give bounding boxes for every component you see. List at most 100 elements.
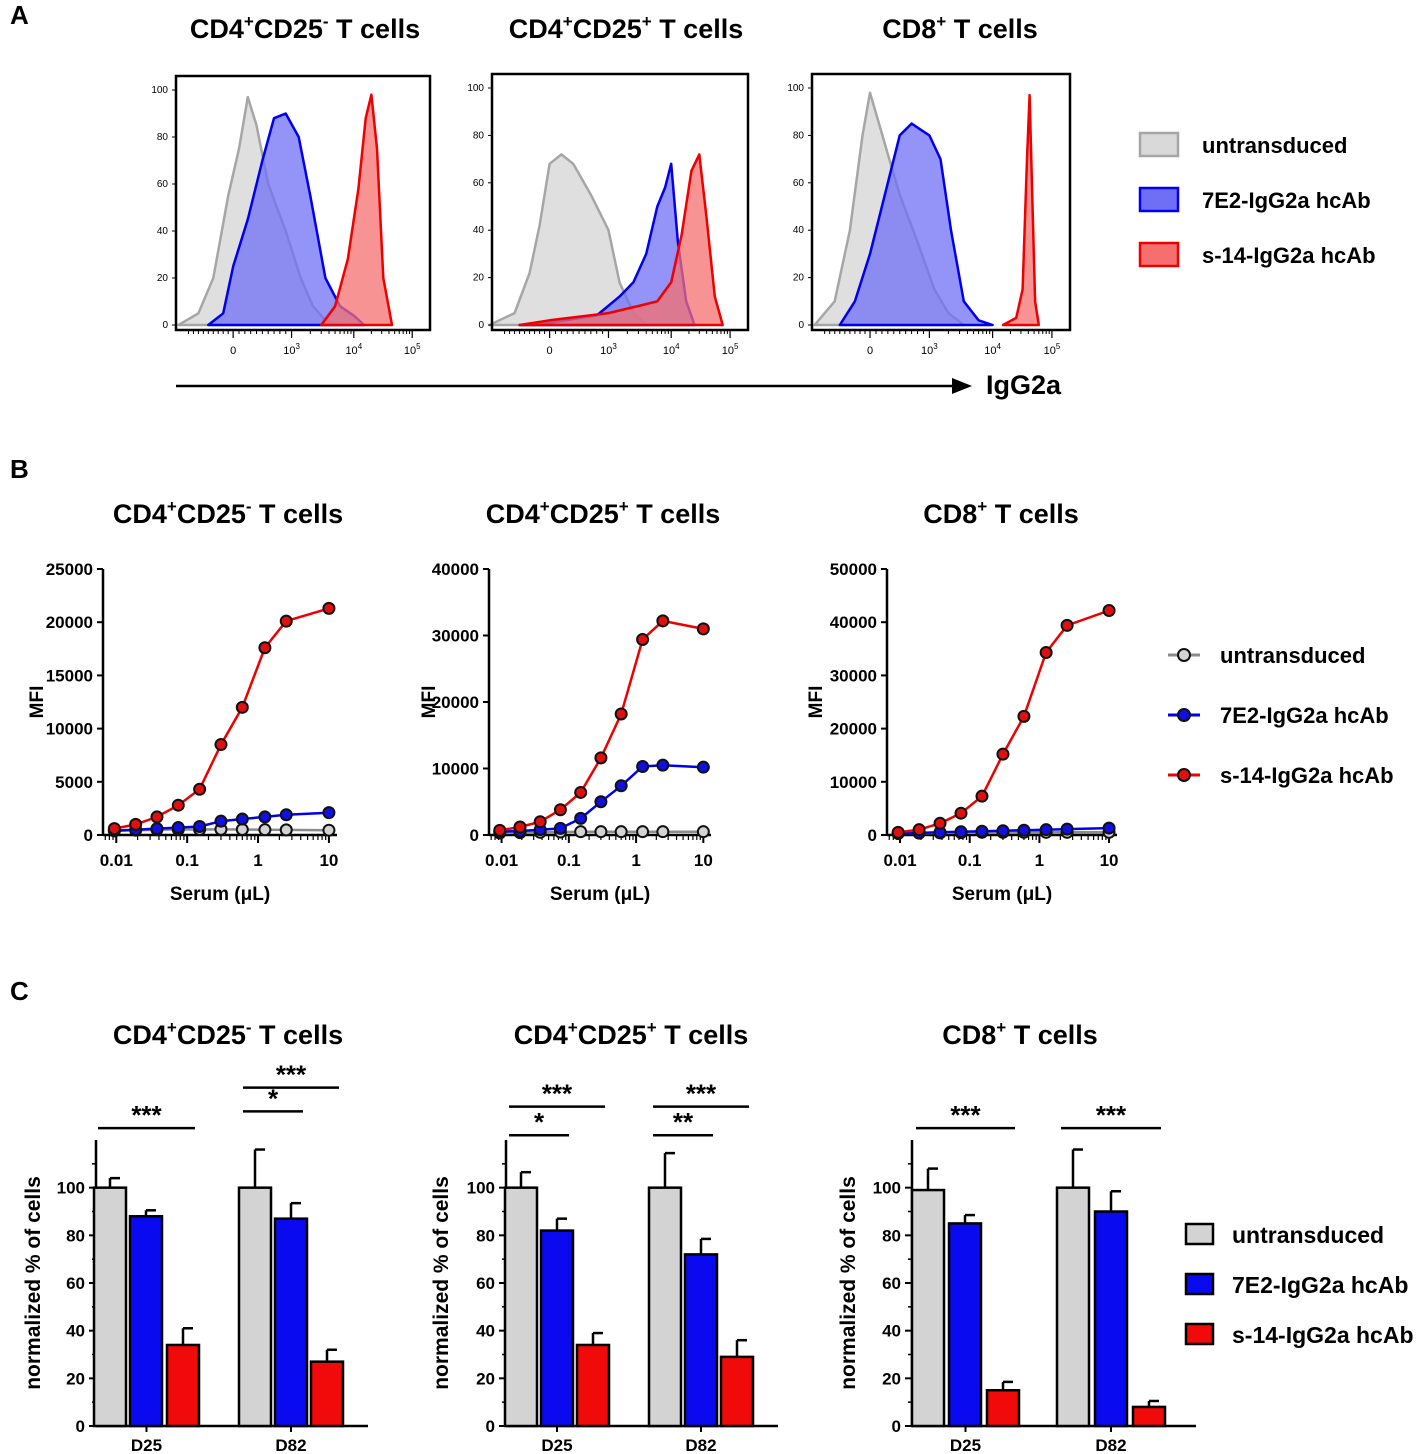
data-point <box>107 822 121 836</box>
tick-exponent: 4 <box>996 342 1001 351</box>
data-point <box>1017 823 1031 837</box>
y-tick-label: 0 <box>478 320 484 331</box>
y-axis-label: MFI <box>806 686 827 719</box>
legend-swatch <box>1184 1222 1215 1246</box>
title-part: CD25 <box>254 14 323 44</box>
data-point <box>1017 709 1031 723</box>
x-tick-label: 0.1 <box>557 851 581 870</box>
title-part: T cells <box>987 499 1079 529</box>
y-tick-label: 20000 <box>46 613 93 632</box>
data-point <box>1039 823 1053 837</box>
title-part: CD25 <box>177 499 246 529</box>
y-tick-label: 100 <box>787 83 804 94</box>
x-tick-label: 104 <box>663 342 680 357</box>
category-label: D82 <box>685 1436 716 1454</box>
data-point <box>594 795 608 809</box>
y-tick-label: 20 <box>882 1369 901 1388</box>
bar-d25-1 <box>503 1186 539 1428</box>
data-point <box>912 823 926 837</box>
title-superscript: + <box>642 12 652 31</box>
title-superscript: + <box>936 12 946 31</box>
legend-label: 7E2-IgG2a hcAb <box>1202 188 1371 213</box>
data-point <box>129 817 143 831</box>
bar-d25-2 <box>947 1222 983 1428</box>
legend-swatch <box>1138 241 1180 268</box>
series-line-1 <box>499 830 704 835</box>
data-point <box>171 798 185 812</box>
series-line-2 <box>898 826 1110 835</box>
legend-swatch <box>1184 1272 1215 1296</box>
series-line-2 <box>114 811 329 832</box>
tick-exponent: 5 <box>734 342 739 351</box>
title-part: T cells <box>946 14 1038 44</box>
igg2a-axis-label: IgG2a <box>986 370 1062 400</box>
mfi-chart-3: CD8+ T cells 0 10000 20000 30000 40000 50000 0.… <box>806 497 1119 905</box>
y-tick-label: 60 <box>66 1274 85 1293</box>
legend-marker <box>1177 768 1191 782</box>
title-superscript: + <box>996 1018 1006 1037</box>
bar-d82-2 <box>273 1217 309 1428</box>
data-point <box>533 815 547 829</box>
y-tick-label: 10000 <box>46 720 93 739</box>
data-point <box>150 822 164 836</box>
legend-c: untransduced 7E2-IgG2a hcAb s-14-IgG2a hcA… <box>1184 1222 1414 1348</box>
title-part: T cells <box>1006 1020 1098 1050</box>
data-point <box>656 825 670 839</box>
title-superscript: + <box>563 12 573 31</box>
y-tick-label: 40000 <box>432 560 479 579</box>
y-tick-label: 80 <box>793 130 805 141</box>
series-line-3 <box>114 607 330 830</box>
legend-label: untransduced <box>1220 643 1365 668</box>
data-point <box>279 808 293 822</box>
tick-exponent: 5 <box>416 342 421 351</box>
y-tick-label: 20000 <box>432 693 479 712</box>
title-part: T cells <box>652 14 744 44</box>
significance-label: *** <box>1096 1100 1127 1130</box>
tick-exponent: 3 <box>295 342 300 351</box>
title-superscript: + <box>619 497 629 516</box>
x-tick-label: 0.1 <box>175 851 199 870</box>
legend-label: s-14-IgG2a hcAb <box>1220 763 1394 788</box>
bar-d82-1 <box>237 1186 273 1428</box>
data-point <box>614 825 628 839</box>
y-tick-label: 0 <box>470 826 479 845</box>
bar-d25-1 <box>910 1188 946 1428</box>
data-point <box>235 822 249 836</box>
significance-label: *** <box>950 1100 981 1130</box>
plot-frame <box>490 72 750 332</box>
title-part: T cells <box>629 499 721 529</box>
data-point <box>636 760 650 774</box>
title-part: CD4 <box>486 499 540 529</box>
y-tick-label: 20 <box>476 1369 495 1388</box>
legend-label: untransduced <box>1202 133 1347 158</box>
x-tick-label: 1 <box>631 851 640 870</box>
title-superscript: + <box>244 12 254 31</box>
category-label: D25 <box>131 1436 162 1454</box>
data-point <box>193 782 207 796</box>
bar-d82-2 <box>1093 1210 1129 1428</box>
y-tick-label: 100 <box>467 83 484 94</box>
y-tick-label: 0 <box>892 1417 901 1436</box>
title-part: T cells <box>252 1020 344 1050</box>
bar-title: CD4+CD25- T cells <box>113 1018 343 1050</box>
y-tick-label: 80 <box>66 1226 85 1245</box>
title-superscript: + <box>167 1018 177 1037</box>
bar-d82-2 <box>683 1253 719 1428</box>
histogram-s14 <box>320 93 394 327</box>
tick-exponent: 5 <box>1056 342 1061 351</box>
data-point <box>235 700 249 714</box>
data-point <box>656 758 670 772</box>
y-tick-label: 20 <box>66 1369 85 1388</box>
bar-title: CD4+CD25+ T cells <box>514 1018 748 1050</box>
y-tick-label: 10000 <box>830 773 877 792</box>
legend-marker <box>1177 708 1191 722</box>
data-point <box>996 747 1010 761</box>
x-tick-label: 10 <box>319 851 338 870</box>
data-point <box>574 825 588 839</box>
y-tick-label: 5000 <box>55 773 93 792</box>
data-point <box>954 806 968 820</box>
title-part: CD8 <box>882 14 936 44</box>
title-part: CD4 <box>113 1020 167 1050</box>
legend-swatch <box>1138 186 1180 213</box>
